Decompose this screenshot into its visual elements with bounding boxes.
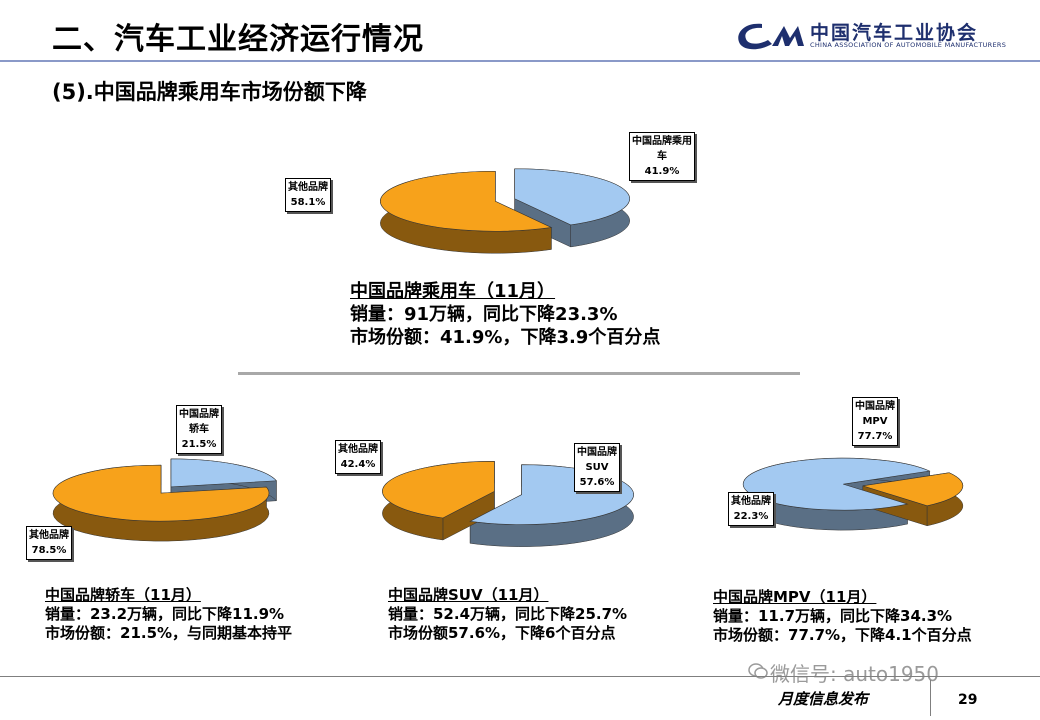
callout-brand-passenger: 中国品牌乘用车 41.9%	[629, 132, 695, 181]
section-divider	[238, 372, 800, 375]
summary-heading: 中国品牌MPV（11月）	[713, 588, 877, 606]
footer-separator	[930, 680, 931, 716]
footer-label: 月度信息发布	[778, 690, 869, 708]
callout-other-passenger: 其他品牌 58.1%	[285, 178, 331, 212]
summary-sales: 销量：23.2万辆，同比下降11.9%	[45, 605, 285, 624]
pie-chart-sedans	[52, 458, 278, 542]
pie-slice-brand	[514, 168, 630, 226]
callout-other-mpv: 其他品牌 22.3%	[728, 492, 774, 526]
wechat-watermark: 微信号: auto1950	[770, 662, 940, 686]
slide-subtitle: (5).中国品牌乘用车市场份额下降	[52, 80, 367, 104]
pie-slice-other	[380, 170, 553, 232]
summary-sales: 销量：52.4万辆，同比下降25.7%	[388, 605, 628, 624]
callout-other-suv: 其他品牌 42.4%	[335, 440, 381, 474]
page-title: 二、汽车工业经济运行情况	[52, 22, 424, 57]
page-number: 29	[958, 692, 978, 708]
wechat-icon	[748, 663, 768, 679]
summary-heading: 中国品牌乘用车（11月）	[350, 281, 556, 302]
summary-passenger-cars: 中国品牌乘用车（11月） 销量：91万辆，同比下降23.3% 市场份额：41.9…	[350, 277, 661, 349]
pie-slice-brand	[170, 458, 278, 488]
pie-slice-other	[52, 464, 270, 522]
summary-share: 市场份额：77.7%，下降4.1个百分点	[713, 626, 972, 645]
pie-slice-other	[862, 472, 964, 507]
summary-heading: 中国品牌轿车（11月）	[45, 586, 201, 604]
pie-slice-brand	[742, 457, 931, 511]
callout-brand-suv: 中国品牌 SUV 57.6%	[574, 443, 620, 492]
caam-logo-icon	[738, 23, 804, 50]
callout-brand-sedan: 中国品牌 轿车 21.5%	[176, 405, 222, 454]
pie-slice-other	[382, 461, 495, 519]
pie-chart-mpv	[742, 457, 964, 531]
footer-divider	[0, 676, 1040, 677]
summary-share: 市场份额57.6%，下降6个百分点	[388, 624, 616, 643]
summary-share: 市场份额：41.9%，下降3.9个百分点	[350, 327, 661, 349]
title-divider	[0, 60, 1040, 62]
logo-english-name: CHINA ASSOCIATION OF AUTOMOBILE MANUFACT…	[810, 41, 1007, 49]
summary-heading: 中国品牌SUV（11月）	[388, 586, 549, 604]
summary-sales: 销量：91万辆，同比下降23.3%	[350, 304, 618, 326]
logo-name: 中国汽车工业协会	[810, 22, 979, 44]
summary-share: 市场份额：21.5%，与同期基本持平	[45, 624, 293, 643]
summary-mpv: 中国品牌MPV（11月） 销量：11.7万辆，同比下降34.3% 市场份额：77…	[713, 586, 972, 644]
summary-sedans: 中国品牌轿车（11月） 销量：23.2万辆，同比下降11.9% 市场份额：21.…	[45, 584, 292, 642]
pie-chart-passenger-cars	[380, 168, 630, 254]
callout-other-sedan: 其他品牌 78.5%	[26, 526, 72, 560]
callout-brand-mpv: 中国品牌 MPV 77.7%	[852, 397, 898, 446]
summary-suv: 中国品牌SUV（11月） 销量：52.4万辆，同比下降25.7% 市场份额57.…	[388, 584, 627, 642]
summary-sales: 销量：11.7万辆，同比下降34.3%	[713, 607, 953, 626]
